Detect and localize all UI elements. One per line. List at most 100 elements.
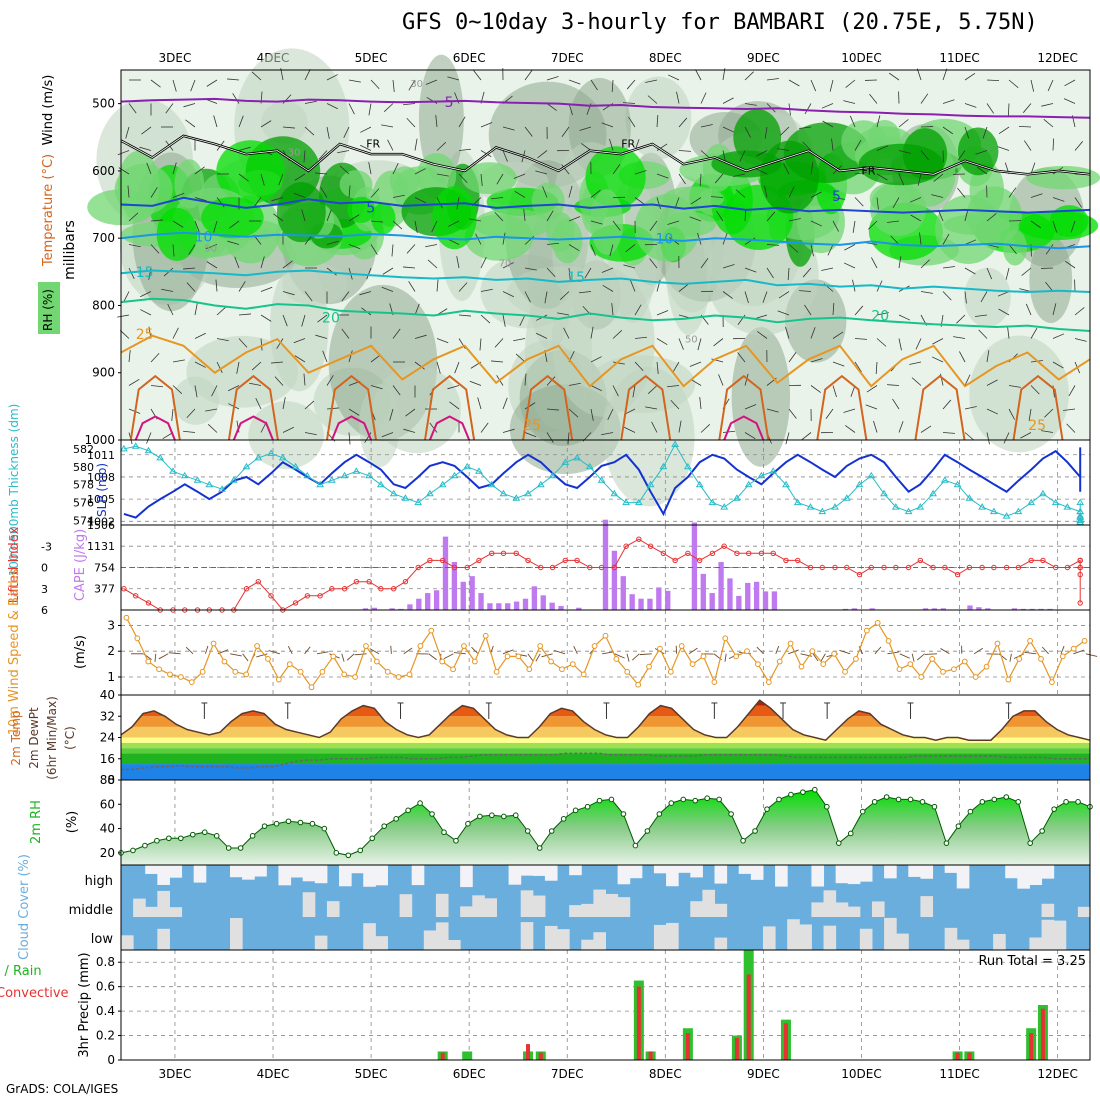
contour-label: 25: [523, 418, 541, 434]
wind-barb: [125, 126, 130, 139]
wind-barb: [194, 303, 198, 316]
cloud-row-label: high: [85, 874, 113, 889]
wind-barb: [1022, 103, 1032, 113]
cloud-gap: [242, 865, 255, 880]
li-tick: -3: [41, 540, 52, 553]
cloud-gap: [157, 865, 170, 885]
contour-label: 5: [366, 201, 375, 217]
wind-barb: [491, 360, 504, 363]
rh-marker: [812, 786, 818, 793]
rh2m-axis-label: 2m RH: [29, 800, 44, 844]
cloud-gap: [411, 865, 425, 886]
wind-barb: [1025, 303, 1032, 316]
cloud-gap: [302, 865, 316, 882]
surface-barb: [527, 653, 534, 662]
rh-marker: [907, 796, 914, 803]
thickness-marker: [634, 498, 643, 506]
wind-barb: [778, 291, 790, 299]
wind-barb: [128, 244, 141, 248]
wind-barb: [764, 126, 768, 139]
rh-marker: [871, 799, 878, 805]
wind-barb: [898, 314, 911, 321]
wind-barb: [1052, 138, 1055, 151]
wind-speed-marker: [994, 640, 1001, 647]
wind-barb: [584, 267, 592, 279]
cloud-gap: [435, 893, 449, 917]
wind-barb: [414, 168, 426, 175]
wind-barb: [458, 148, 471, 151]
cape-axis-label: CAPE (J/kg): [73, 529, 88, 601]
wind-barb: [229, 220, 240, 229]
pressure-tick: 1000: [84, 433, 115, 447]
wind-barb: [348, 103, 355, 115]
surface-barb: [724, 653, 727, 662]
wind-barb: [799, 126, 812, 129]
wind-speed-marker: [787, 640, 794, 647]
top-date-label: 6DEC: [453, 51, 486, 65]
wind-speed-marker: [874, 619, 881, 626]
wind-speed-marker: [733, 653, 740, 660]
wind-barb: [649, 220, 658, 231]
cloud-gap: [678, 865, 691, 873]
wind-barb: [1045, 244, 1054, 255]
wind-barb: [238, 313, 251, 316]
wind-barb: [568, 79, 581, 85]
thickness-marker: [242, 462, 251, 470]
thickness-marker: [193, 476, 202, 483]
wind-barb: [986, 350, 990, 363]
rh-marker: [309, 820, 316, 827]
wind-speed-marker: [842, 668, 848, 675]
rh-marker: [644, 828, 651, 834]
wind-barb: [150, 385, 163, 388]
cloud-gap: [435, 922, 449, 950]
li-marker: [966, 564, 973, 571]
wind-speed-marker: [537, 643, 544, 649]
wind-barb: [737, 352, 746, 363]
wind-barb: [612, 385, 619, 397]
surface-barb: [443, 653, 454, 660]
wind-barb: [964, 239, 977, 245]
freezing-inner: [120, 135, 1091, 175]
cape-bar: [656, 587, 662, 610]
wind-barb: [843, 100, 856, 104]
wind-barb: [590, 356, 602, 363]
surface-contour: [227, 374, 279, 441]
rh-marker: [835, 840, 842, 846]
wind-barb: [832, 220, 839, 232]
rh-marker: [201, 829, 208, 836]
wind-barb: [986, 379, 998, 386]
li-marker: [1077, 564, 1083, 571]
cloud-gap: [787, 919, 800, 950]
rh-marker: [1027, 840, 1033, 846]
li-marker: [783, 557, 789, 564]
cloud-gap: [1029, 937, 1043, 950]
wind-barb: [315, 172, 328, 175]
cape-bar: [709, 593, 715, 610]
wind-barb: [1005, 267, 1010, 280]
wind-barb: [190, 79, 196, 92]
cloud-gap: [811, 902, 825, 917]
wind-barb: [127, 185, 130, 198]
wind-barb: [425, 244, 438, 248]
wind-barb: [431, 220, 438, 232]
precip-conv-bar: [955, 1052, 960, 1060]
wind-barb: [251, 361, 262, 371]
cloud-gap: [169, 865, 183, 878]
rh-marker: [668, 800, 675, 806]
rh-marker: [489, 812, 495, 819]
surface-contour: [424, 374, 476, 441]
cloud-gap: [617, 865, 631, 885]
cloud-gap: [884, 917, 897, 950]
wind-barb: [787, 267, 790, 280]
wind-barb: [656, 197, 661, 210]
wind-barb: [1023, 140, 1032, 151]
wind-barb: [282, 426, 294, 433]
wind-barb: [887, 220, 900, 223]
li-marker: [930, 564, 936, 571]
rh-marker: [381, 823, 387, 829]
thickness-tick: 574: [73, 515, 94, 528]
wind-barb: [480, 288, 493, 292]
wind-barb: [194, 197, 207, 202]
surface-contour: [718, 374, 770, 441]
wind-barb: [866, 385, 878, 393]
